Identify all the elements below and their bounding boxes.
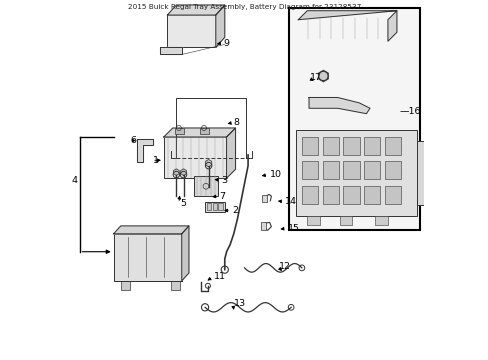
Polygon shape — [137, 139, 153, 162]
Bar — [301, 161, 317, 179]
Text: 13: 13 — [233, 299, 245, 308]
Bar — [218, 203, 222, 210]
Bar — [364, 161, 380, 179]
Bar — [375, 216, 387, 225]
Bar — [204, 202, 224, 212]
Text: 6: 6 — [130, 136, 136, 145]
Bar — [206, 203, 211, 210]
Text: 1: 1 — [153, 156, 159, 165]
Bar — [260, 222, 265, 230]
Bar — [212, 203, 217, 210]
Bar — [194, 176, 217, 196]
Text: 5: 5 — [180, 199, 185, 208]
Polygon shape — [205, 159, 211, 167]
Bar — [364, 137, 380, 155]
Text: 8: 8 — [233, 118, 239, 127]
Polygon shape — [167, 5, 224, 15]
Text: 14: 14 — [284, 197, 296, 206]
Bar — [343, 137, 359, 155]
Bar — [384, 137, 400, 155]
Bar — [322, 137, 338, 155]
Bar — [167, 15, 215, 47]
Bar — [306, 216, 319, 225]
Bar — [296, 130, 416, 216]
Text: 9: 9 — [223, 39, 228, 48]
Polygon shape — [173, 169, 179, 175]
Polygon shape — [181, 169, 186, 175]
Bar — [174, 128, 183, 134]
Bar — [113, 234, 182, 281]
Bar — [289, 8, 419, 230]
Bar — [343, 186, 359, 204]
Bar — [262, 195, 266, 202]
Polygon shape — [308, 98, 369, 114]
Bar — [384, 161, 400, 179]
Bar — [339, 216, 351, 225]
Polygon shape — [318, 70, 328, 82]
Bar — [343, 161, 359, 179]
Bar — [171, 281, 180, 290]
Bar — [301, 186, 317, 204]
Polygon shape — [163, 128, 235, 137]
Text: 2015 Buick Regal Tray Assembly, Battery Diagram for 23128537: 2015 Buick Regal Tray Assembly, Battery … — [128, 4, 360, 10]
Text: 15: 15 — [287, 224, 299, 233]
Polygon shape — [226, 128, 235, 178]
Bar — [322, 186, 338, 204]
Text: 17: 17 — [309, 73, 321, 82]
Text: 2: 2 — [231, 206, 238, 215]
Text: 4: 4 — [72, 176, 78, 185]
Polygon shape — [113, 226, 188, 234]
Bar — [384, 186, 400, 204]
Polygon shape — [298, 11, 396, 41]
Bar — [322, 161, 338, 179]
Bar — [301, 137, 317, 155]
Polygon shape — [215, 5, 224, 47]
Polygon shape — [160, 47, 182, 54]
Text: 3: 3 — [221, 176, 227, 185]
Bar — [121, 281, 129, 290]
Bar — [416, 140, 425, 205]
Bar — [364, 186, 380, 204]
Text: 11: 11 — [214, 272, 225, 281]
Polygon shape — [182, 226, 188, 281]
Text: —16: —16 — [399, 107, 421, 116]
Bar — [163, 137, 226, 178]
Text: 10: 10 — [269, 170, 281, 179]
Text: 7: 7 — [219, 192, 225, 201]
Text: 12: 12 — [278, 262, 290, 271]
Bar — [199, 128, 208, 134]
